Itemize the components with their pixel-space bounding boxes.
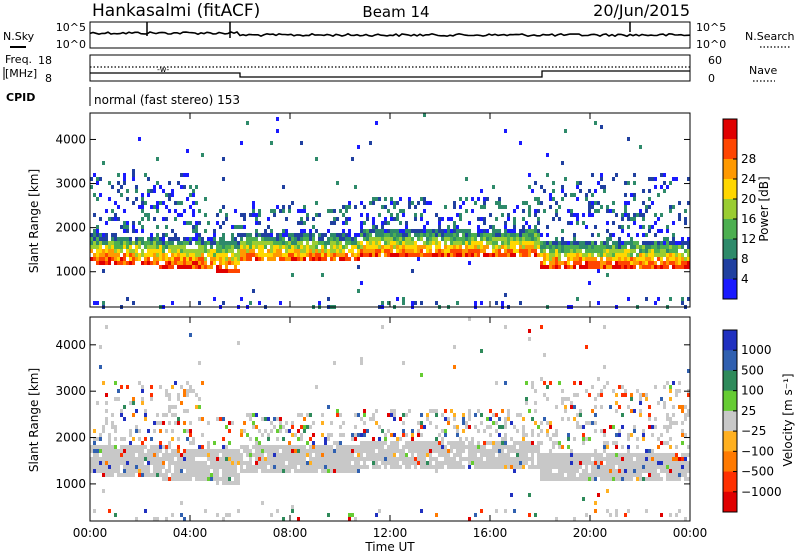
cpid-text: normal (fast stereo) 153	[94, 93, 240, 107]
station-title: Hankasalmi (fitACF)	[92, 1, 260, 21]
colorbar-tick-label: 25	[741, 404, 756, 418]
colorbar-tick-label: 28	[741, 152, 756, 166]
noise-left-tick-top: 10^5	[56, 21, 86, 34]
noise-right-tick-top: 10^5	[696, 21, 726, 34]
x-tick-label: 12:00	[373, 526, 408, 540]
colorbar-swatch	[723, 330, 737, 351]
x-tick-label: 00:00	[73, 526, 108, 540]
freq-right-tick-bottom: 0	[708, 72, 715, 85]
y-tick-label: 4000	[55, 132, 86, 146]
x-tick-label: 04:00	[173, 526, 208, 540]
velocity-colorbar-label: Velocity [m s⁻¹]	[781, 373, 795, 466]
colorbar-swatch	[723, 451, 737, 473]
colorbar-swatch	[723, 179, 737, 200]
colorbar-tick-label: −1000	[741, 485, 782, 499]
date-title: 20/Jun/2015	[593, 1, 690, 20]
y-tick-label: 4000	[55, 338, 86, 352]
x-tick-label: 20:00	[573, 526, 608, 540]
colorbar-swatch	[723, 139, 737, 160]
colorbar-swatch	[723, 259, 737, 280]
nave-label: Nave	[749, 64, 777, 77]
colorbar-tick-label: 500	[741, 363, 764, 377]
power-y-axis: 1000 2000 3000 4000	[55, 132, 690, 279]
noise-right-tick-bottom: 10^0	[696, 38, 726, 51]
x-tick-label: 00:00	[673, 526, 708, 540]
y-tick-label: 1000	[55, 265, 86, 279]
noise-sky-line	[89, 31, 691, 38]
time-x-axis: 00:00 04:00 08:00 12:00 16:00 20:00 00:00	[73, 113, 708, 540]
colorbar-tick-label: −500	[741, 465, 774, 479]
colorbar-tick-label: 100	[741, 384, 764, 398]
beam-title: Beam 14	[362, 3, 429, 21]
colorbar-swatch	[723, 219, 737, 240]
noise-search-label: N.Search	[745, 30, 795, 43]
freq-panel: -w- 18 8 60 0 Freq. [MHz] Nave	[3, 53, 777, 85]
freq-label-line1: Freq.	[5, 53, 32, 66]
colorbar-swatch	[723, 350, 737, 371]
power-data-cells	[90, 113, 690, 309]
colorbar-tick-label: 1000	[741, 343, 772, 357]
y-tick-label: 2000	[55, 431, 86, 445]
x-axis-label: Time UT	[364, 540, 415, 554]
colorbar-tick-label: 24	[741, 172, 756, 186]
cpid-label: CPID	[6, 91, 35, 104]
colorbar-tick-label: −25	[741, 424, 766, 438]
velocity-colorbar: 1000 500 100 25 −25 −100 −500 −1000	[722, 329, 782, 513]
power-panel: 1000 2000 3000 4000 Slant Range [km] 4 8 12 16…	[27, 112, 771, 309]
noise-sky-label: N.Sky	[3, 30, 35, 43]
colorbar-swatch	[723, 370, 737, 392]
x-tick-label: 08:00	[273, 526, 308, 540]
colorbar-swatch	[723, 119, 737, 140]
colorbar-swatch	[723, 491, 737, 513]
power-colorbar-label: Power [dB]	[757, 176, 771, 241]
freq-label-line2: [MHz]	[5, 67, 37, 80]
freq-right-tick-top: 60	[708, 54, 722, 67]
colorbar-swatch	[723, 390, 737, 412]
colorbar-tick-label: 16	[741, 212, 756, 226]
velocity-y-axis: 1000 2000 3000 4000	[55, 338, 690, 491]
colorbar-tick-label: −100	[741, 444, 774, 458]
colorbar-tick-label: 20	[741, 192, 756, 206]
colorbar-swatch	[723, 279, 737, 300]
velocity-panel: 1000 2000 3000 4000 Slant Range [km] 1000 50…	[27, 316, 795, 522]
y-tick-label: 1000	[55, 477, 86, 491]
colorbar-swatch	[723, 239, 737, 260]
colorbar-tick-label: 12	[741, 232, 756, 246]
power-colorbar: 4 8 12 16 20 24 28	[722, 118, 756, 300]
colorbar-swatch	[723, 471, 737, 493]
noise-left-tick-bottom: 10^0	[56, 38, 86, 51]
y-tick-label: 3000	[55, 177, 86, 191]
x-tick-label: 16:00	[473, 526, 508, 540]
y-tick-label: 2000	[55, 221, 86, 235]
freq-line	[90, 70, 690, 78]
velocity-ylabel: Slant Range [km]	[27, 368, 41, 472]
svg-text:-w-: -w-	[157, 65, 169, 74]
colorbar-swatch	[723, 199, 737, 220]
freq-left-tick-bottom: 8	[45, 72, 52, 85]
power-ylabel: Slant Range [km]	[27, 169, 41, 273]
y-tick-label: 3000	[55, 384, 86, 398]
colorbar-tick-label: 4	[741, 272, 749, 286]
cpid-strip: CPID normal (fast stereo) 153	[6, 87, 240, 107]
colorbar-swatch	[723, 410, 737, 432]
velocity-data-cells	[90, 317, 690, 521]
freq-left-tick-top: 18	[38, 54, 52, 67]
colorbar-tick-label: 8	[741, 252, 749, 266]
noise-panel: 10^5 10^0 10^5 10^0 N.Sky N.Search	[3, 21, 795, 51]
colorbar-swatch	[723, 159, 737, 180]
colorbar-swatch	[723, 431, 737, 452]
